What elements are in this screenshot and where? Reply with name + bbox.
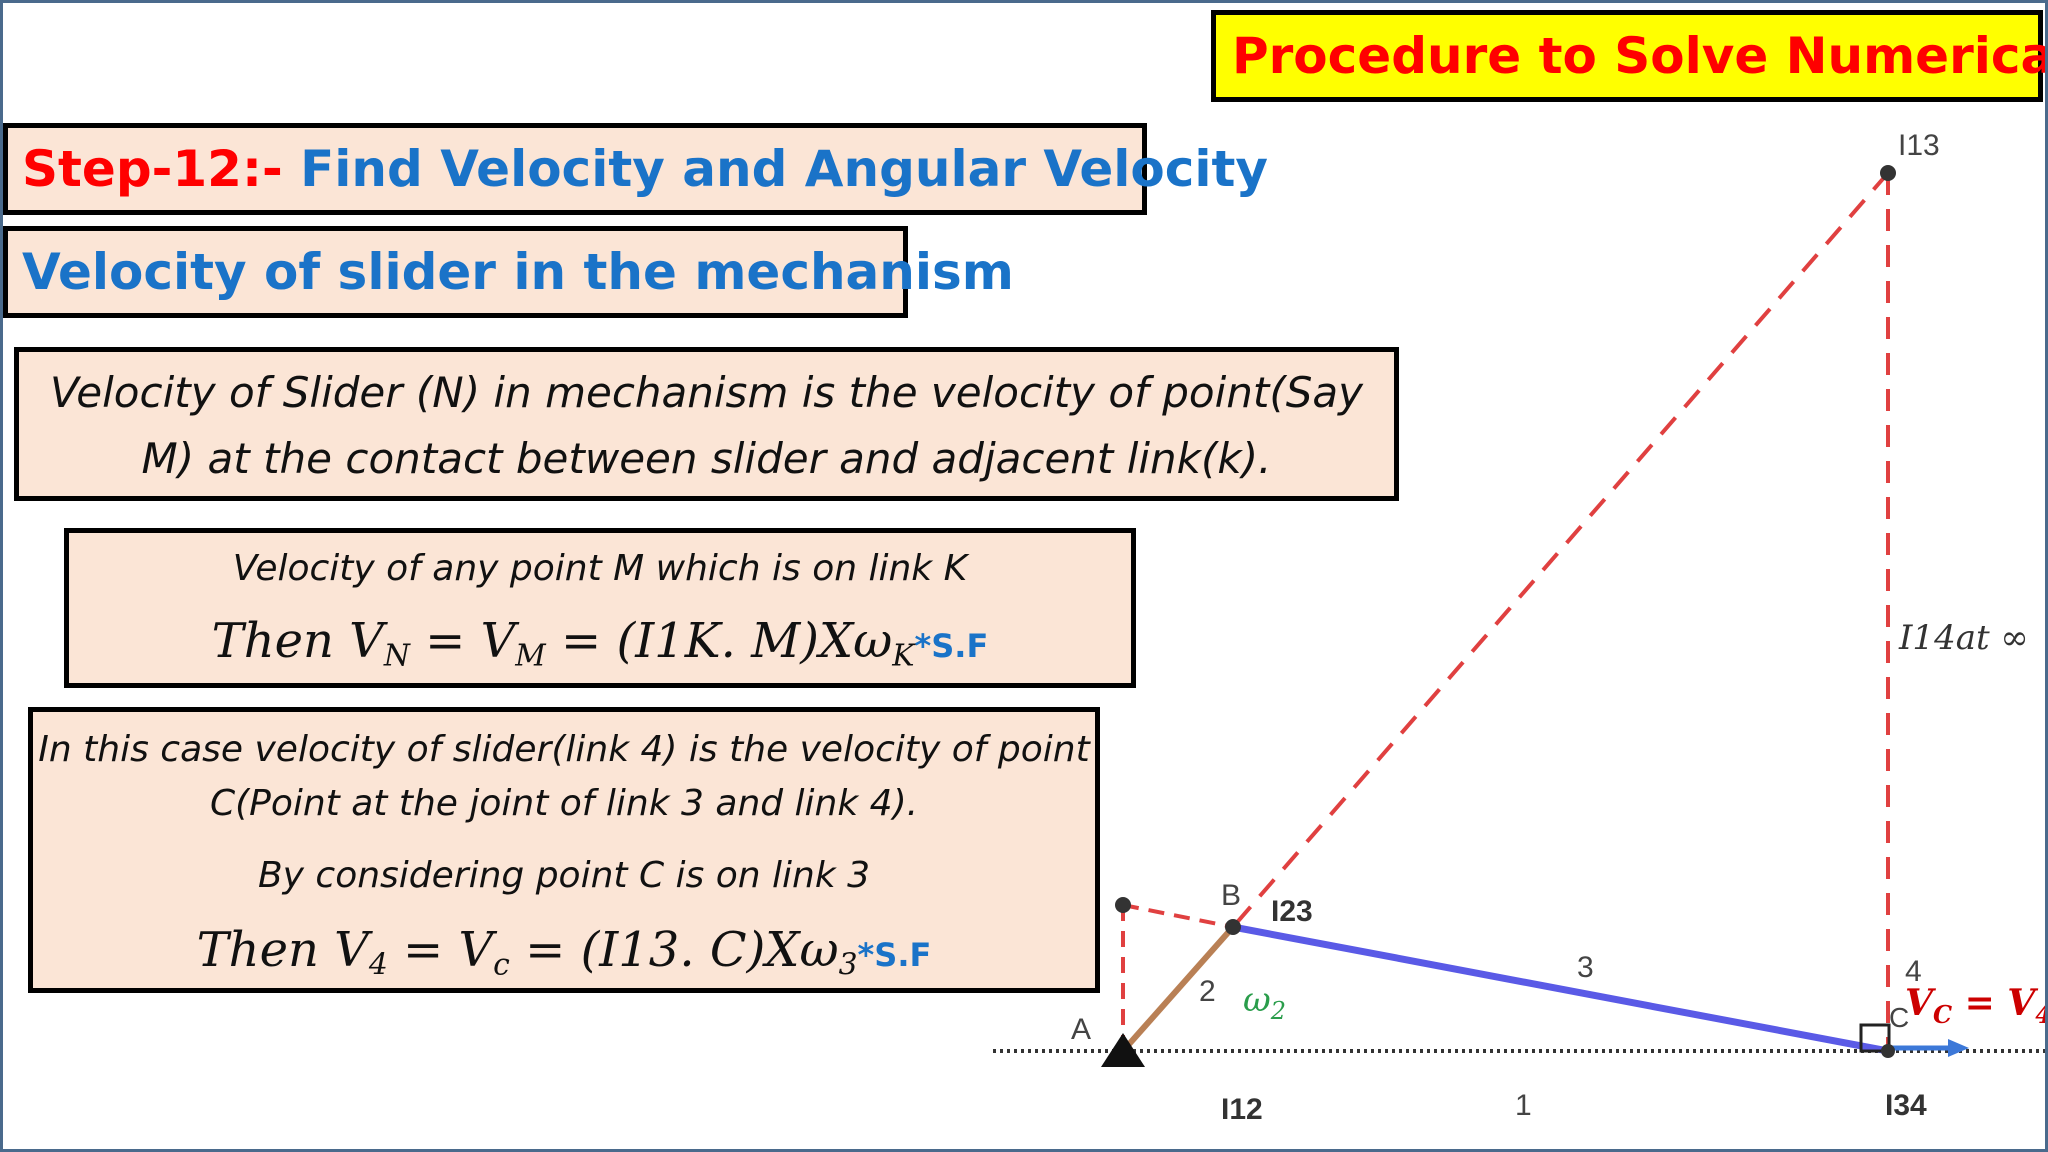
case-line-1: In this case velocity of slider(link 4) … (38, 729, 1090, 770)
label-i23: I23 (1271, 895, 1313, 928)
joint-c (1881, 1044, 1895, 1058)
step-heading: Step-12:- Find Velocity and Angular Velo… (3, 123, 1268, 215)
general-formula-box: Velocity of any point M which is on link… (64, 528, 1136, 688)
joint-i13 (1880, 165, 1896, 181)
formula-sub: 4 (368, 947, 388, 983)
slider-block (1859, 1023, 1891, 1053)
step-prefix: Step-12:- (22, 140, 301, 198)
label-vc-equals-v4: VC = V4 (1905, 982, 2045, 1029)
formula-sub: 3 (838, 947, 858, 983)
link-2 (1120, 925, 1236, 1053)
case-box: In this case velocity of slider(link 4) … (28, 707, 1100, 993)
fixed-pivot (1101, 1033, 1145, 1067)
link-3 (1232, 923, 1889, 1055)
joint-b (1225, 919, 1241, 935)
formula-part: Then V (211, 613, 384, 669)
formula-intro: Velocity of any point M which is on link… (232, 548, 968, 589)
dashed-line-i13-b (1231, 171, 1890, 929)
formula-part: Then V (196, 922, 369, 978)
point-top-a (1115, 897, 1131, 913)
definition-box: Velocity of Slider (N) in mechanism is t… (14, 347, 1399, 501)
slide-title: Procedure to Solve Numericals (1211, 10, 2045, 102)
scale-factor: *S.F (857, 936, 932, 974)
label-i34: I34 (1885, 1089, 1927, 1122)
case-line-3: By considering point C is on link 3 (257, 855, 871, 896)
mechanism-diagram: I13 I14at ∞ B I23 A 2 ω2 3 4 C VC = V4 I… (993, 129, 2045, 1126)
general-formula: Then VN = VM = (I1K. M)XωK*S.F (69, 611, 1131, 686)
velocity-arrowhead (1948, 1039, 1969, 1057)
definition-text: Velocity of Slider (N) in mechanism is t… (50, 368, 1363, 483)
dashed-line-b-top (1122, 903, 1234, 929)
label-omega2: ω2 (1243, 980, 1286, 1025)
label-i12: I12 (1221, 1093, 1263, 1126)
label-link-1: 1 (1515, 1089, 1532, 1122)
formula-sub: N (383, 638, 410, 674)
label-link-4: 4 (1905, 955, 1922, 988)
formula-sub: c (493, 947, 510, 983)
label-b: B (1221, 879, 1241, 912)
scale-factor: *S.F (914, 627, 989, 665)
formula-sub: M (515, 638, 546, 674)
label-link-3: 3 (1577, 951, 1594, 984)
formula-part: = (I1K. M)Xω (545, 613, 893, 669)
subtitle: Velocity of slider in the mechanism (3, 226, 1014, 318)
formula-sub: K (892, 638, 915, 674)
label-i14: I14at ∞ (1898, 618, 2029, 658)
label-a: A (1071, 1013, 1091, 1046)
case-formula: Then V4 = Vc = (I13. C)Xω3*S.F (33, 920, 1095, 995)
label-i13: I13 (1898, 129, 1940, 162)
formula-part: = (I13. C)Xω (509, 922, 839, 978)
formula-part: = V (387, 922, 494, 978)
label-c: C (1889, 1002, 1909, 1033)
formula-part: = V (409, 613, 516, 669)
case-line-2: C(Point at the joint of link 3 and link … (209, 783, 919, 824)
label-link-2: 2 (1199, 975, 1216, 1008)
step-title: Find Velocity and Angular Velocity (300, 140, 1269, 198)
